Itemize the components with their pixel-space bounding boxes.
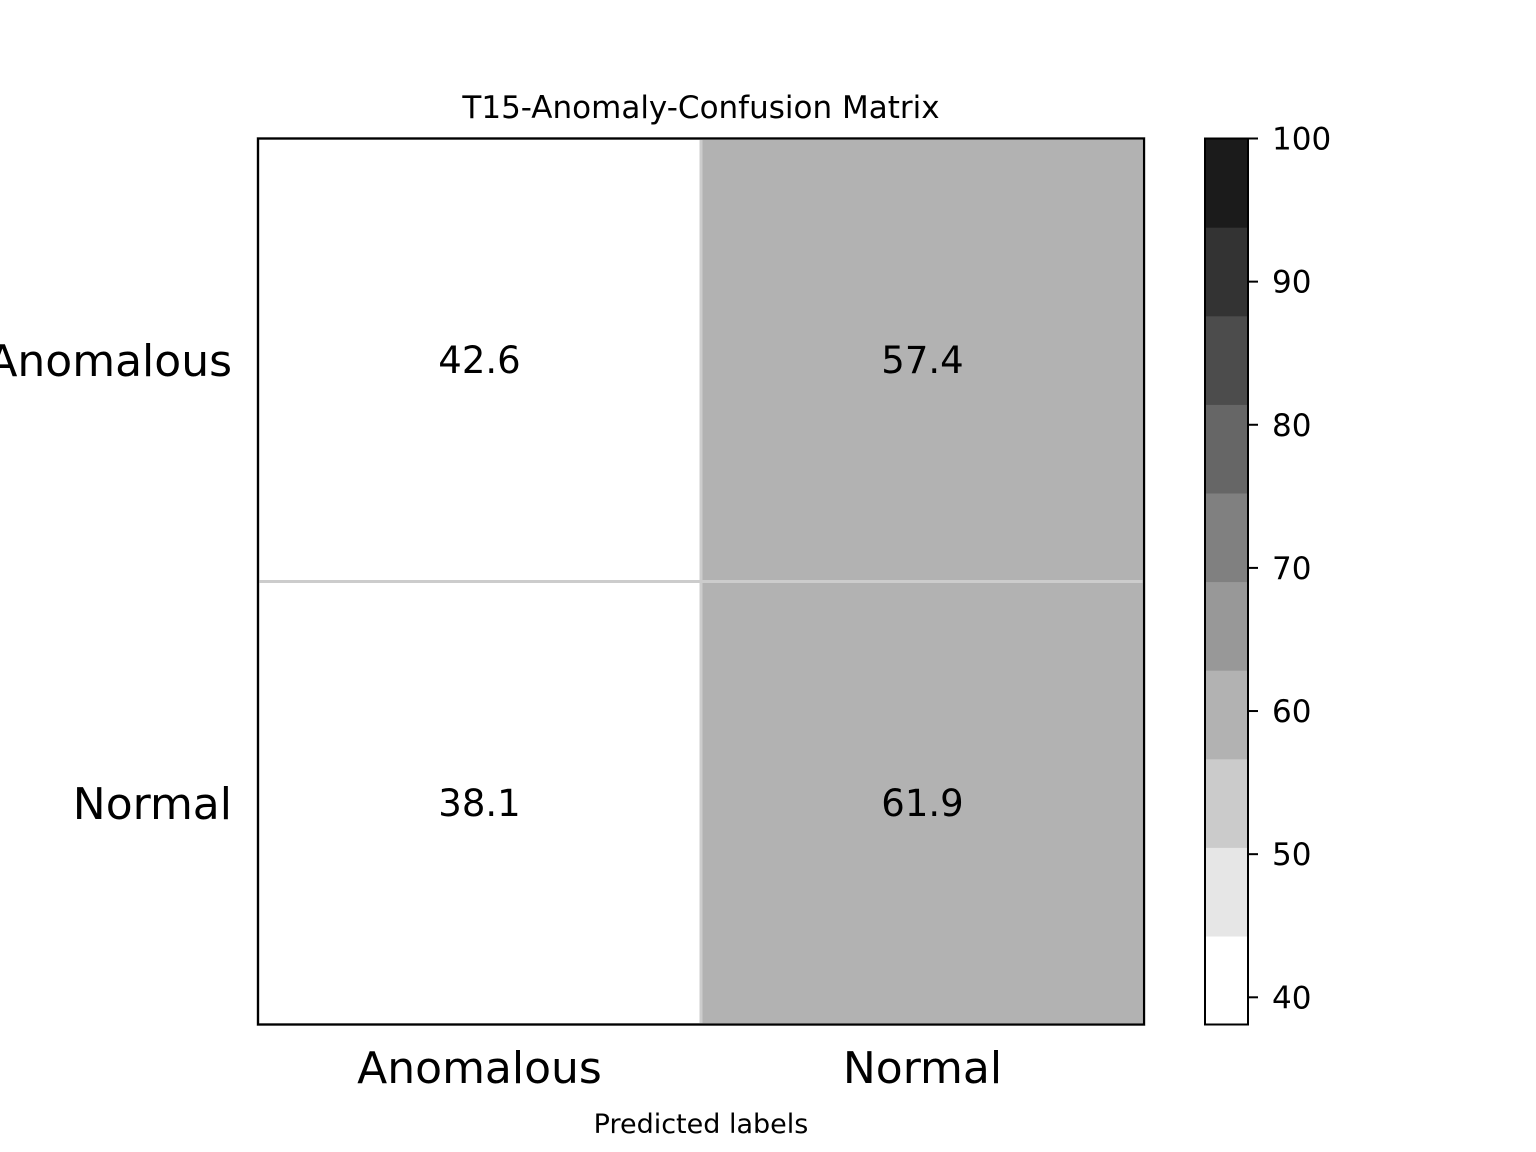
cell-value-label: 42.6 — [438, 339, 520, 382]
colorbar-segment — [1205, 227, 1248, 317]
colorbar-tick-label: 70 — [1272, 551, 1311, 587]
colorbar-segment — [1205, 404, 1248, 494]
heatmap-cell — [256, 137, 703, 583]
colorbar-segment — [1205, 935, 1248, 1026]
colorbar: 40 50 60 70 80 90 100 — [1204, 122, 1331, 1026]
colorbar-segment — [1205, 138, 1248, 228]
y-tick-label: Anomalous — [0, 336, 232, 387]
x-axis-ticks: Anomalous Normal — [357, 1043, 1002, 1094]
colorbar-tick-label: 60 — [1272, 694, 1311, 730]
heatmap-cell — [256, 580, 703, 1026]
x-tick-label: Anomalous — [357, 1043, 602, 1094]
y-axis-ticks: Anomalous Normal — [0, 336, 232, 830]
colorbar-segment — [1205, 847, 1248, 937]
heatmap-cell — [699, 580, 1146, 1026]
x-tick-label: Normal — [843, 1043, 1002, 1094]
cell-value-label: 38.1 — [438, 782, 520, 825]
colorbar-segment — [1205, 581, 1248, 671]
plot-frame — [256, 137, 1146, 1026]
colorbar-tick-label: 80 — [1272, 408, 1311, 444]
colorbar-segment — [1205, 670, 1248, 760]
colorbar-segment — [1205, 315, 1248, 405]
colorbar-frame — [1204, 137, 1249, 1026]
colorbar-segment — [1205, 492, 1248, 583]
y-tick-label: Normal — [73, 779, 232, 830]
cell-value-label: 57.4 — [881, 339, 963, 382]
colorbar-tick-label: 50 — [1272, 837, 1311, 873]
chart-title: T15-Anomaly-Confusion Matrix — [461, 90, 939, 126]
colorbar-tick-label: 100 — [1272, 122, 1331, 158]
colorbar-tick-label: 90 — [1272, 265, 1311, 301]
heatmap-cell-labels: 42.6 57.4 38.1 61.9 — [438, 339, 963, 825]
x-axis-label: Predicted labels — [594, 1109, 809, 1140]
heatmap-cells — [256, 137, 1146, 1026]
cell-value-label: 61.9 — [881, 782, 963, 825]
colorbar-tick-label: 40 — [1272, 980, 1311, 1016]
colorbar-segment — [1205, 758, 1248, 848]
